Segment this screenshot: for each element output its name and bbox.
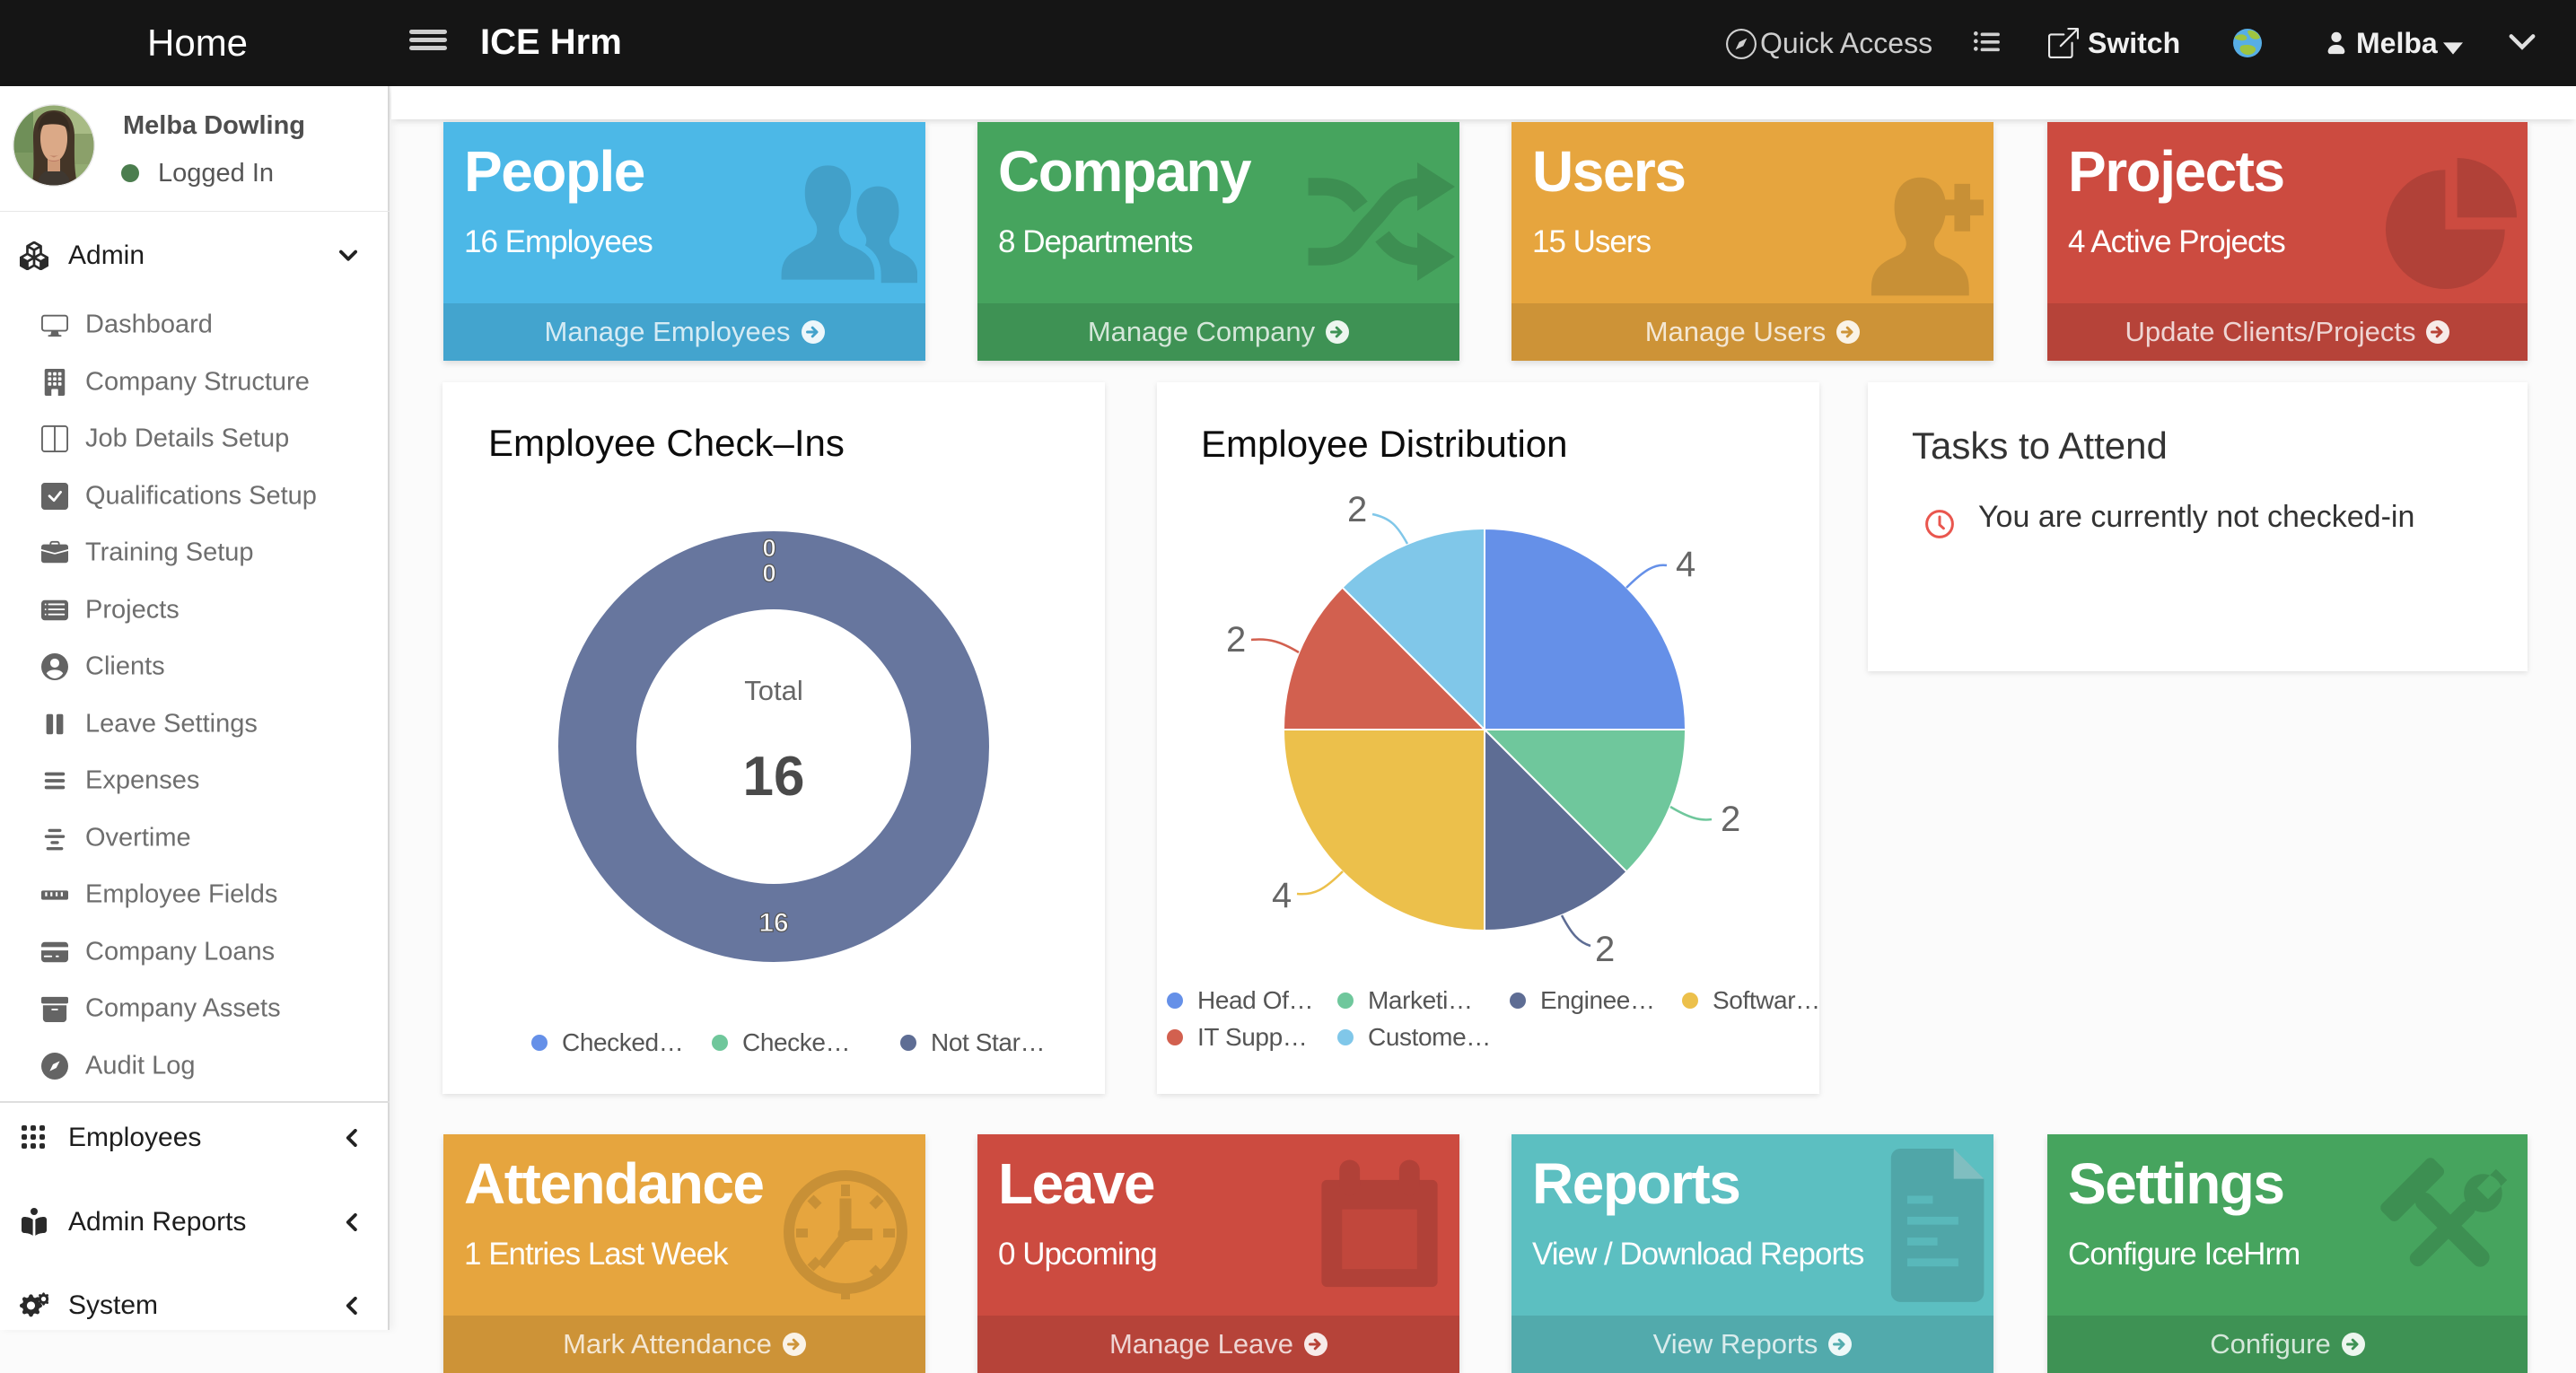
svg-text:2: 2 bbox=[1721, 800, 1740, 839]
svg-text:4: 4 bbox=[1272, 876, 1292, 915]
svg-text:2: 2 bbox=[1595, 930, 1615, 969]
svg-text:16: 16 bbox=[743, 746, 805, 808]
svg-text:0: 0 bbox=[762, 559, 776, 587]
svg-text:4: 4 bbox=[1676, 545, 1695, 584]
svg-text:0: 0 bbox=[762, 534, 776, 562]
svg-text:2: 2 bbox=[1226, 620, 1246, 660]
svg-text:16: 16 bbox=[758, 908, 788, 938]
svg-text:2: 2 bbox=[1347, 490, 1367, 529]
svg-text:Total: Total bbox=[744, 675, 802, 706]
